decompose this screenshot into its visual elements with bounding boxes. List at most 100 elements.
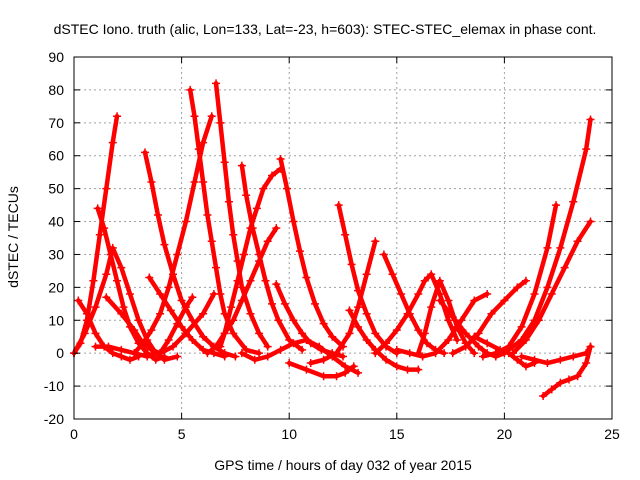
data-point (117, 263, 126, 272)
x-tick-label: 20 (497, 426, 513, 442)
data-point (250, 355, 259, 364)
data-point (231, 352, 240, 361)
data-point (543, 243, 552, 252)
data-point (371, 237, 380, 246)
x-axis-label: GPS time / hours of day 032 of year 2015 (214, 457, 472, 473)
data-point (261, 276, 270, 285)
data-point (453, 336, 462, 345)
y-tick-label: 10 (48, 312, 64, 328)
series-26 (448, 276, 530, 358)
y-tick-label: 80 (48, 82, 64, 98)
data-point (117, 309, 126, 318)
series-31 (517, 342, 595, 368)
data-point (147, 345, 156, 354)
data-point (160, 355, 169, 364)
data-point (216, 118, 225, 127)
data-point (302, 273, 311, 282)
x-tick-label: 0 (70, 426, 78, 442)
data-point (93, 204, 102, 213)
axes: 0 5 10 15 20 25 -20 -10 0 10 20 30 40 50 60 70 80 90 (44, 49, 620, 442)
data-point (82, 309, 91, 318)
data-point (156, 349, 165, 358)
data-point (521, 276, 530, 285)
data-point (440, 349, 449, 358)
data-point (237, 161, 246, 170)
data-point (582, 359, 591, 368)
series-8 (145, 273, 229, 361)
data-point (341, 230, 350, 239)
data-point (319, 319, 328, 328)
data-point (483, 339, 492, 348)
data-point (102, 270, 111, 279)
series-line-10 (213, 81, 270, 349)
data-point (334, 201, 343, 210)
data-point (478, 352, 487, 361)
data-point (143, 352, 152, 361)
data-point (521, 362, 530, 371)
data-point (80, 329, 89, 338)
data-point (319, 372, 328, 381)
data-point (354, 322, 363, 331)
data-point (347, 260, 356, 269)
data-point (212, 79, 221, 88)
data-point (474, 329, 483, 338)
data-point (461, 342, 470, 351)
data-point (362, 270, 371, 279)
data-point (483, 289, 492, 298)
data-point (203, 210, 212, 219)
data-point (470, 332, 479, 341)
data-point (164, 283, 173, 292)
data-point (255, 329, 264, 338)
series-line-14 (278, 156, 346, 349)
data-point (315, 342, 324, 351)
series-line-17 (286, 360, 357, 379)
data-point (470, 296, 479, 305)
data-point (582, 145, 591, 154)
data-point (427, 270, 436, 279)
data-point (534, 316, 543, 325)
data-point (491, 349, 500, 358)
data-point (246, 309, 255, 318)
data-point (474, 342, 483, 351)
data-point (298, 345, 307, 354)
data-point (513, 355, 522, 364)
data-point (91, 303, 100, 312)
data-point (237, 349, 246, 358)
data-point (237, 283, 246, 292)
data-point (388, 270, 397, 279)
data-point (166, 306, 175, 315)
data-point (345, 306, 354, 315)
y-tick-label: -10 (44, 378, 64, 394)
series-line-29 (493, 117, 593, 356)
data-point (220, 158, 229, 167)
data-point (229, 329, 238, 338)
data-point (168, 270, 177, 279)
data-point (420, 329, 429, 338)
data-point (379, 250, 388, 259)
data-point (345, 329, 354, 338)
data-point (289, 316, 298, 325)
data-point (392, 345, 401, 354)
data-point (130, 349, 139, 358)
data-point (95, 230, 104, 239)
data-point (349, 362, 358, 371)
series-6 (130, 112, 216, 358)
data-point (547, 385, 556, 394)
series-13 (203, 224, 281, 358)
data-point (405, 349, 414, 358)
data-point (240, 250, 249, 259)
data-point (302, 365, 311, 374)
data-point (186, 85, 195, 94)
data-point (259, 184, 268, 193)
y-tick-label: 70 (48, 115, 64, 131)
data-point (212, 263, 221, 272)
data-point (173, 352, 182, 361)
data-point (509, 349, 518, 358)
data-point (414, 289, 423, 298)
data-point (199, 332, 208, 341)
data-point (547, 289, 556, 298)
data-point (556, 243, 565, 252)
data-point (91, 342, 100, 351)
data-point (422, 339, 431, 348)
data-point (461, 329, 470, 338)
